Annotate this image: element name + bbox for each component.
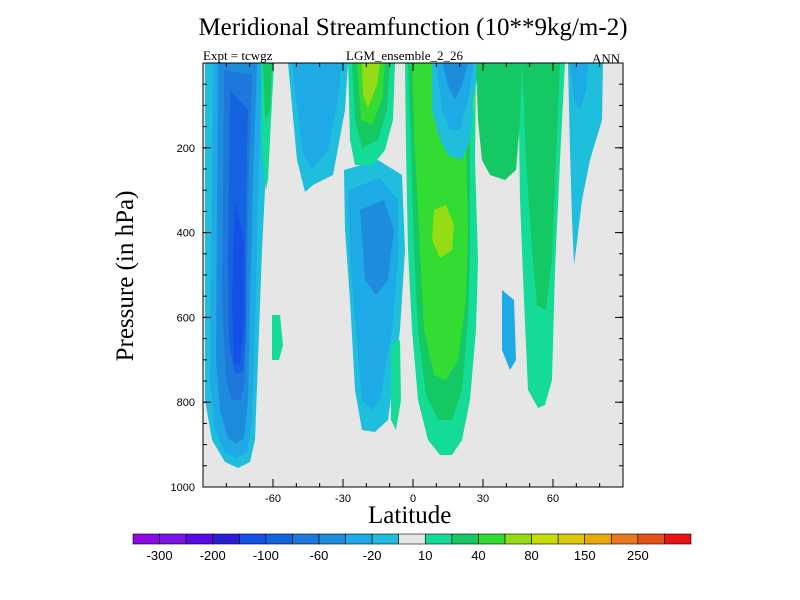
colorbar-swatch (664, 533, 692, 545)
colorbar-swatch (318, 533, 346, 545)
y-tick-label: 400 (177, 228, 195, 240)
contour-nh-hadley-plus60-core (432, 205, 454, 258)
colorbar-swatch (451, 533, 479, 545)
colorbar-swatch (424, 533, 453, 545)
y-tick-label: 600 (177, 312, 195, 324)
colorbar-label: 40 (471, 548, 485, 563)
colorbar-label: -200 (200, 548, 226, 563)
colorbar-label: -300 (147, 548, 173, 563)
colorbar-label: -60 (310, 548, 329, 563)
colorbar-swatch (345, 533, 373, 545)
colorbar-label: 250 (627, 548, 649, 563)
contour-sh-cell-minus100 (232, 200, 244, 365)
y-tick-label: 800 (177, 397, 195, 409)
colorbar-label: -100 (253, 548, 279, 563)
contour-strat-cell-plus60 (362, 63, 380, 108)
colorbar-swatch (185, 533, 214, 545)
x-tick-label: -30 (335, 493, 351, 505)
contour-sh-strip-plus20 (263, 63, 272, 120)
colorbar-swatch (212, 533, 240, 545)
colorbar-label: 10 (418, 548, 432, 563)
colorbar-swatch (584, 533, 612, 545)
y-tick-label: 1000 (171, 482, 195, 494)
contour-upper-cell-minus20 (292, 63, 342, 170)
colorbar-swatch (238, 533, 267, 545)
contour-nh-polar-minus20 (570, 63, 588, 110)
contour-nh-midlat-plus20-strat (476, 63, 522, 180)
colorbar-swatch (292, 533, 320, 545)
x-axis-label: Latitude (368, 502, 452, 529)
colorbar-label: 80 (524, 548, 538, 563)
colorbar-swatch (610, 533, 639, 545)
plot-axes: -60 -30 0 30 60 200 400 600 800 1000 (171, 62, 624, 505)
colorbar-swatch (637, 533, 665, 545)
colorbar-swatch (265, 533, 293, 545)
experiment-label: Expt = tcwgz (203, 48, 273, 63)
contour-nh-midlat-plus20 (522, 63, 560, 310)
x-tick-label: 60 (547, 493, 559, 505)
colorbar-swatch (557, 533, 586, 545)
colorbar-swatch (531, 533, 559, 545)
colorbar-swatch (159, 533, 187, 545)
y-tick-label: 200 (177, 143, 195, 155)
contour-fields (203, 63, 623, 487)
colorbar-swatch (504, 533, 532, 545)
contour-nh-polar-minus10 (568, 63, 603, 265)
season-label: ANN (592, 51, 621, 66)
colorbar-label: 150 (574, 548, 596, 563)
x-tick-label: -60 (265, 493, 281, 505)
colorbar: -300 -200 -100 -60 -20 10 40 80 150 250 (132, 533, 692, 563)
run-label: LGM_ensemble_2_26 (346, 48, 463, 63)
contour-nh-tongue-minus40 (442, 63, 468, 100)
colorbar-swatch (398, 533, 426, 545)
colorbar-swatch (132, 533, 160, 545)
x-tick-label: 30 (477, 493, 489, 505)
colorbar-label: -20 (363, 548, 382, 563)
colorbar-swatch (478, 533, 506, 545)
colorbar-swatch (371, 533, 400, 545)
contour-sh-trop-minus40 (360, 200, 394, 295)
contour-sh-small-plus10 (272, 315, 283, 360)
contour-eq-small-plus10 (391, 340, 401, 430)
contour-nh-small-minus20 (502, 290, 516, 370)
x-tick-label: 0 (410, 493, 416, 505)
chart-title: Meridional Streamfunction (10**9kg/m-2) (198, 14, 628, 41)
